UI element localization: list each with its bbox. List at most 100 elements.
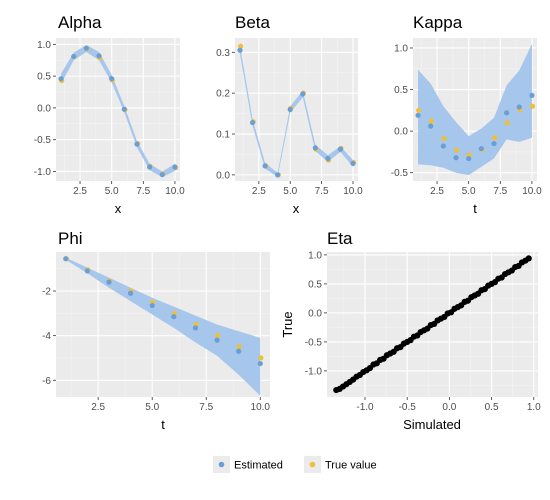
estimated-point: [236, 348, 242, 354]
x-axis-label: t: [161, 417, 165, 432]
true-value-point: [416, 107, 422, 113]
estimated-point: [350, 160, 356, 167]
true-value-point: [491, 135, 498, 141]
x-tick-label: -0.5: [399, 402, 417, 413]
y-tick-label: 0.5: [394, 85, 408, 96]
panel-title: Kappa: [413, 13, 463, 32]
uncertainty-band: [418, 43, 532, 176]
x-tick-label: 7.5: [136, 186, 150, 197]
y-tick-label: 0.0: [37, 103, 51, 114]
x-tick-label: 2.5: [430, 186, 444, 197]
panel-beta: 2.5 5.0 7.5 10.0 0.0 0.1 0.2 0.3 Beta x: [216, 13, 363, 216]
x-tick-label: 2.5: [73, 186, 87, 197]
estimated-point: [147, 164, 153, 170]
x-axis-label: x: [293, 201, 300, 216]
estimated-point: [214, 337, 220, 343]
estimated-point: [106, 279, 112, 285]
true-value-point: [454, 147, 460, 153]
estimated-point: [171, 314, 177, 320]
x-axis-label: x: [115, 201, 122, 216]
y-tick-label: -1.0: [34, 167, 52, 178]
true-value-point: [215, 333, 221, 339]
x-tick-label: 10.0: [251, 402, 271, 413]
estimated-point: [466, 155, 472, 162]
estimated-point: [134, 141, 140, 147]
x-tick-label: 5.0: [462, 186, 476, 197]
estimated-point: [300, 91, 306, 97]
estimated-point: [192, 325, 199, 331]
panel-title: Eta: [327, 229, 353, 248]
true-value-point: [504, 120, 510, 126]
true-value-point: [441, 135, 447, 142]
estimated-point: [325, 155, 331, 162]
estimated-point: [478, 145, 484, 152]
y-tick-label: 0.2: [216, 89, 230, 100]
y-tick-label: -4: [42, 331, 51, 342]
x-tick-label: 0.5: [485, 402, 499, 413]
estimated-point: [172, 164, 178, 170]
panel-kappa: 2.5 5.0 7.5 10.0 -0.5 0.0 0.5 1.0 Kappa t: [391, 13, 542, 216]
y-tick-label: 0.3: [216, 48, 230, 59]
legend-label: True value: [325, 460, 377, 472]
estimated-point: [84, 268, 90, 274]
estimated-point: [83, 45, 89, 51]
estimated-point: [262, 163, 268, 169]
x-tick-label: 10.0: [522, 186, 542, 197]
y-tick-label: 0.1: [216, 130, 230, 141]
estimated-point: [491, 140, 497, 147]
panel-title: Phi: [58, 229, 83, 248]
estimated-point: [58, 76, 64, 82]
estimated-point: [428, 123, 434, 129]
estimated-point: [127, 290, 134, 296]
y-tick-label: 0.0: [394, 127, 408, 138]
y-tick-label: 0.5: [308, 279, 322, 290]
y-tick-label: -0.5: [305, 337, 323, 348]
x-tick-label: 10.0: [165, 186, 185, 197]
x-tick-label: 1.0: [527, 402, 541, 413]
estimated-point: [440, 143, 446, 149]
panel-background: [235, 38, 358, 181]
y-tick-label: 0.0: [308, 308, 322, 319]
panel-title: Beta: [235, 13, 271, 32]
estimated-point: [96, 53, 102, 59]
y-tick-label: 0.0: [216, 170, 230, 181]
x-tick-label: 10.0: [343, 186, 363, 197]
x-tick-label: 7.5: [493, 186, 507, 197]
y-tick-label: -1.0: [305, 366, 323, 377]
x-axis-label: t: [473, 201, 477, 216]
estimated-point: [275, 172, 281, 178]
estimated-point: [237, 47, 243, 53]
x-tick-label: 5.0: [283, 186, 297, 197]
true-value-point: [529, 103, 536, 109]
x-tick-label: 7.5: [315, 186, 329, 197]
estimated-point: [257, 360, 263, 367]
estimated-point: [159, 172, 165, 178]
y-tick-label: -6: [42, 376, 51, 387]
true-value-point: [236, 344, 242, 350]
true-value-legend-marker: [309, 461, 316, 468]
true-value-point: [258, 355, 264, 361]
x-tick-label: 2.5: [252, 186, 266, 197]
estimated-point: [516, 104, 522, 110]
legend: Estimated True value: [213, 456, 377, 473]
panel-background: [56, 252, 270, 397]
estimated-legend-marker: [218, 461, 225, 468]
estimated-point: [453, 155, 459, 161]
estimated-point: [121, 106, 127, 112]
y-axis-label: True: [280, 311, 295, 337]
x-tick-label: -1.0: [356, 402, 374, 413]
scatter-point: [525, 255, 532, 262]
true-value-point: [238, 43, 244, 49]
estimated-point: [415, 112, 421, 118]
panel-alpha: 2.5 5.0 7.5 10.0 -1.0 -0.5 0.0 0.5 1.0 Alpha x: [34, 13, 185, 216]
y-tick-label: 0.5: [37, 72, 51, 83]
x-axis-label: Simulated: [403, 417, 461, 432]
estimated-point: [149, 302, 155, 309]
estimated-point: [529, 92, 535, 98]
y-tick-label: -0.5: [34, 135, 52, 146]
estimated-point: [63, 256, 69, 262]
panel-eta: -1.0 -0.5 0.0 0.5 1.0 -1.0 -0.5 0.0 0.5 1.0 Eta Sim…: [280, 229, 541, 432]
legend-label: Estimated: [234, 460, 283, 472]
y-tick-label: -0.5: [391, 168, 409, 179]
